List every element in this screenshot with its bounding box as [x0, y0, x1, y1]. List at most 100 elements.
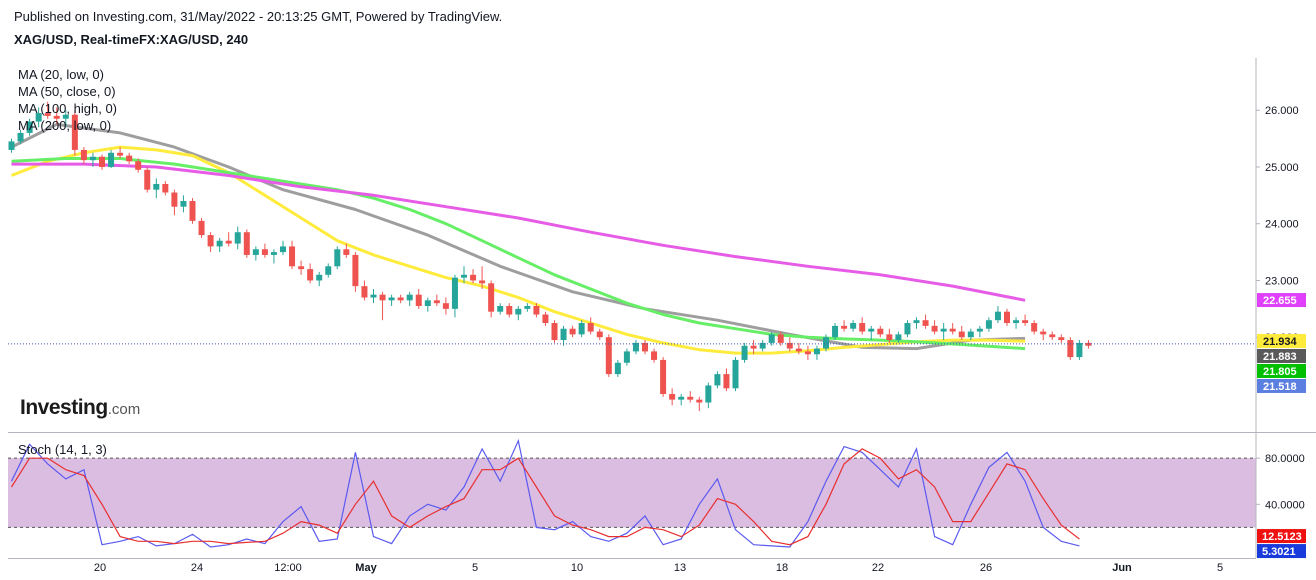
legend-ma100[interactable]: MA (100, high, 0)	[18, 101, 117, 116]
candle-body	[497, 306, 504, 312]
candle-body	[470, 274, 477, 281]
candle	[198, 218, 205, 238]
candle-body	[750, 345, 757, 349]
candle-body	[108, 152, 115, 167]
candle-body	[1022, 320, 1029, 324]
candle-body	[479, 280, 486, 284]
candle-body	[931, 325, 938, 332]
candle-body	[678, 396, 685, 400]
candle	[795, 342, 802, 355]
candle	[361, 280, 368, 301]
candle-body	[216, 240, 223, 247]
candle	[976, 325, 983, 338]
candle-body	[605, 337, 612, 375]
candle-body	[587, 323, 594, 332]
candle	[723, 368, 730, 392]
candle	[877, 325, 884, 338]
stoch-tag-label: 12.5123	[1262, 531, 1302, 543]
candle	[578, 320, 585, 338]
candle-body	[442, 303, 449, 309]
candle	[614, 359, 621, 377]
candle	[153, 178, 160, 199]
candle-body	[343, 249, 350, 255]
candle	[442, 297, 449, 315]
candle-body	[560, 328, 567, 341]
price-tag-bg	[1257, 293, 1306, 308]
stoch-overbought-oversold-band	[8, 458, 1256, 528]
candle-body	[850, 323, 857, 329]
candle-body	[696, 399, 703, 403]
candle-body	[596, 331, 603, 338]
candle	[596, 328, 603, 341]
candle-body	[741, 345, 748, 360]
candle-body	[388, 297, 395, 301]
candle	[1022, 314, 1029, 326]
candle-body	[632, 342, 639, 352]
candle	[388, 294, 395, 307]
candle	[832, 323, 839, 341]
candle	[406, 291, 413, 307]
candle-body	[117, 152, 124, 156]
candle-body	[804, 351, 811, 355]
candle-body	[1067, 340, 1074, 358]
candle	[261, 243, 268, 258]
candle-body	[1004, 311, 1010, 324]
candle-body	[1013, 320, 1020, 324]
candle-body	[89, 156, 96, 161]
candle	[587, 317, 594, 335]
legend-ma20[interactable]: MA (20, low, 0)	[18, 67, 104, 82]
candle-body	[777, 334, 784, 343]
stoch-tick-label: 40.0000	[1265, 499, 1305, 511]
candle-body	[795, 348, 802, 352]
candle-body	[994, 311, 1001, 321]
time-tick-label: May	[355, 562, 377, 574]
candle	[859, 317, 866, 335]
candle-body	[569, 328, 576, 335]
candle	[334, 246, 341, 270]
candle	[234, 226, 241, 250]
candle	[8, 138, 15, 153]
candle	[813, 345, 820, 360]
candle	[99, 154, 105, 170]
symbol-title: XAG/USD, Real-timeFX:XAG/USD, 240	[14, 32, 249, 47]
legend-ma50[interactable]: MA (50, close, 0)	[18, 84, 116, 99]
candle	[605, 334, 612, 377]
candle	[252, 246, 259, 261]
candle	[89, 152, 96, 167]
candle	[216, 237, 223, 253]
time-tick-label: 22	[872, 562, 884, 574]
candle-body	[8, 141, 15, 150]
candle	[316, 271, 323, 287]
price-tick-label: 23.000	[1265, 275, 1299, 287]
candle-body	[289, 246, 296, 267]
candle-body	[171, 192, 178, 207]
price-tag-bg	[1257, 333, 1306, 348]
candle-body	[1031, 323, 1038, 332]
candle	[868, 325, 875, 341]
candle	[741, 342, 748, 363]
candle-body	[1058, 337, 1065, 341]
candle	[841, 320, 848, 332]
candle-body	[80, 149, 87, 161]
stoch-label[interactable]: Stoch (14, 1, 3)	[18, 442, 107, 457]
candle	[62, 110, 69, 128]
candle-body	[370, 294, 377, 298]
candle-body	[62, 114, 69, 119]
candle-body	[71, 114, 78, 150]
candle-body	[578, 323, 585, 335]
candle-body	[135, 161, 142, 170]
candle	[985, 317, 992, 332]
candle	[370, 288, 377, 304]
candle	[280, 240, 286, 255]
candle-body	[162, 183, 169, 193]
candle-body	[225, 240, 232, 244]
legend-ma200[interactable]: MA (200, low, 0)	[18, 118, 112, 133]
candle-body	[768, 334, 775, 343]
candle	[289, 240, 296, 270]
published-caption: Published on Investing.com, 31/May/2022 …	[14, 9, 503, 24]
stoch-tag-label: 5.3021	[1262, 546, 1296, 558]
price-tag-bg	[1257, 363, 1306, 378]
candle	[669, 388, 676, 406]
candle	[651, 348, 658, 363]
